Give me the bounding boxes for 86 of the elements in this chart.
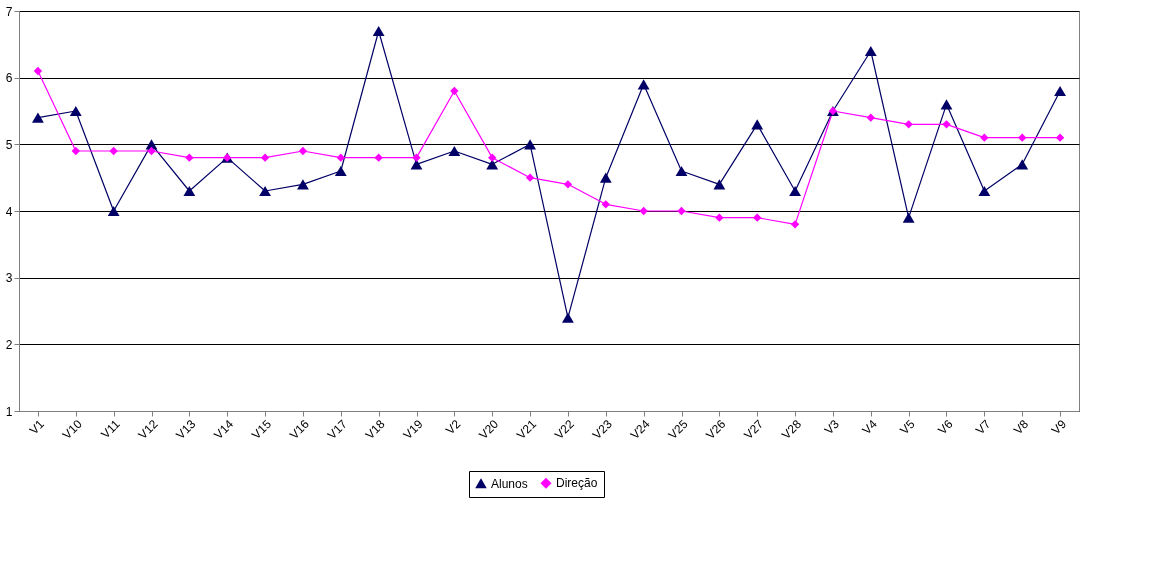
x-tick-label: V18 [362,416,388,443]
x-tick-label: V22 [551,416,578,443]
x-tick-label: V26 [703,416,729,443]
x-tick-label: V13 [173,416,199,443]
x-tick-label: V7 [973,416,994,438]
y-tick-label: 4 [5,204,13,219]
point [980,133,989,142]
x-tick-label: V2 [443,416,464,438]
x-tick-label: V23 [589,416,615,443]
point [33,66,43,76]
point [713,179,726,190]
x-tick-label: V16 [286,416,313,443]
x-tick-label: V19 [400,416,426,443]
x-tick-label: V10 [59,416,85,443]
x-tick-label: V5 [897,416,918,438]
point [524,139,536,150]
point [412,153,421,162]
point [297,179,309,190]
x-tick-label: V15 [249,416,275,443]
point [637,79,650,90]
point [336,153,345,162]
point [675,165,688,177]
point [753,213,762,222]
point [902,212,915,223]
point [109,146,118,156]
point [107,205,120,217]
x-tick-label: V20 [476,416,502,443]
x-tick-label: V17 [324,416,350,443]
y-tick-label: 6 [5,71,13,86]
point [864,45,877,57]
point [601,200,610,209]
y-tick-label: 7 [5,4,13,19]
y-tick-label: 5 [5,137,13,152]
point [71,146,80,156]
point [1054,85,1066,97]
y-tick-label: 1 [5,404,13,419]
point [450,86,459,96]
point [32,112,44,123]
point [69,105,82,117]
point [185,153,194,162]
point [448,145,461,157]
point [866,113,875,122]
point [978,185,991,197]
x-tick-label: V9 [1048,416,1070,438]
point [563,180,573,189]
point [639,206,648,216]
point [488,153,497,162]
point [677,206,686,216]
point [147,146,156,156]
point [715,213,724,222]
point [260,153,270,162]
point [183,185,196,197]
point [1055,133,1065,142]
x-tick-label: V25 [665,416,691,443]
point [1016,159,1029,170]
point [562,312,574,323]
point [525,173,535,182]
point [751,119,764,130]
point [298,146,308,156]
point [1018,133,1027,142]
x-tick-label: V28 [779,416,805,443]
point [904,120,913,129]
x-tick-label: V4 [859,416,880,438]
x-tick-label: V3 [821,416,843,438]
point [790,220,800,229]
legend-label: Direção [556,476,598,491]
x-tick-label: V12 [135,416,161,443]
x-tick-label: V27 [741,416,767,443]
point [942,120,951,129]
x-tick-label: V11 [98,416,123,442]
y-tick-label: 3 [5,271,13,286]
point [334,165,347,177]
x-tick-label: V24 [627,416,653,443]
point [599,172,612,183]
x-tick-label: V1 [26,416,48,438]
point [372,25,385,37]
y-tick-label: 2 [5,337,13,352]
x-tick-label: V6 [935,416,956,438]
x-tick-label: V14 [211,416,237,443]
point [789,185,801,197]
x-tick-label: V8 [1010,416,1032,438]
point [940,99,953,110]
point [259,185,271,197]
point [374,153,383,162]
x-tick-label: V21 [514,416,540,443]
legend-label: Alunos [491,476,528,491]
